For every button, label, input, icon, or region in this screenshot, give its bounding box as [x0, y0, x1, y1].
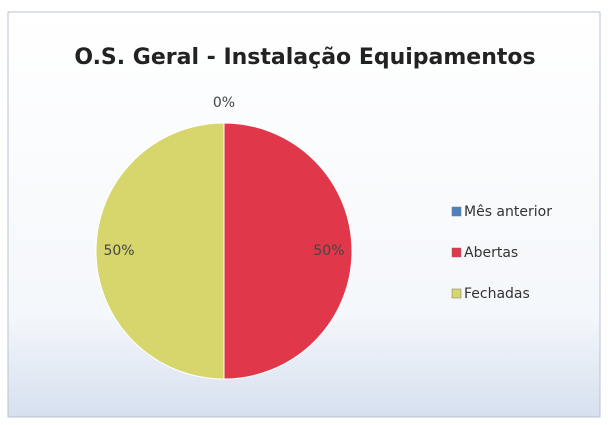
legend-label: Mês anterior	[464, 204, 552, 220]
pie-slice	[95, 122, 225, 380]
chart-title: O.S. Geral - Instalação Equipamentos	[74, 45, 535, 70]
legend-swatch	[451, 288, 462, 299]
slice-label: 0%	[213, 95, 235, 111]
legend-label: Fechadas	[464, 286, 530, 302]
legend-swatch	[451, 247, 462, 258]
legend-label: Abertas	[464, 245, 518, 261]
slice-label: 50%	[313, 243, 344, 259]
legend-swatch	[451, 206, 462, 217]
pie-slice	[223, 122, 353, 380]
slice-label: 50%	[103, 243, 134, 259]
